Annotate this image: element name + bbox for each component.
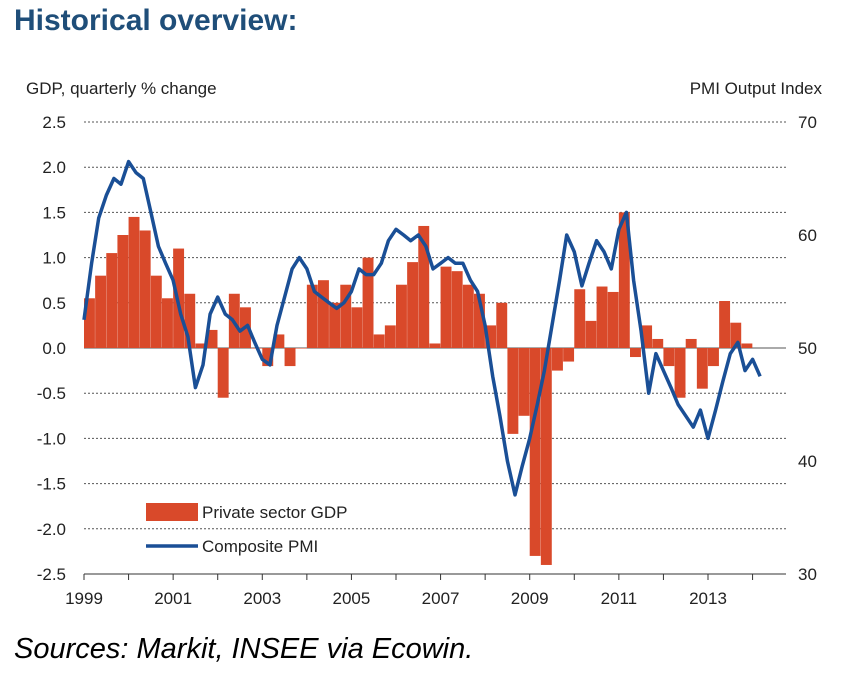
gdp-bar [217, 348, 229, 398]
gdp-bar [184, 293, 196, 348]
gdp-bar [150, 275, 162, 348]
gdp-bar [206, 329, 218, 348]
gdp-bar [273, 334, 285, 348]
gdp-bar [106, 253, 118, 348]
gdp-bar [362, 257, 374, 348]
gdp-bar [607, 291, 619, 348]
gdp-bar [585, 320, 597, 348]
gdp-bar [418, 225, 430, 348]
source-note: Sources: Markit, INSEE via Ecowin. [14, 633, 474, 665]
gdp-bar [396, 284, 407, 348]
gdp-bar [117, 235, 129, 348]
gdp-bar [84, 298, 95, 348]
x-tick-label: 2013 [689, 589, 727, 608]
gdp-bar [685, 338, 697, 348]
right-tick-label: 30 [798, 565, 817, 584]
gdp-bar [741, 343, 753, 348]
gdp-bar [262, 348, 274, 367]
gdp-bar [540, 348, 552, 565]
legend-label: Composite PMI [202, 537, 318, 556]
gdp-bar [407, 262, 419, 348]
gdp-bar [429, 343, 441, 348]
left-tick-label: 2.5 [42, 113, 66, 132]
x-tick-label: 2009 [511, 589, 549, 608]
pmi-line-layer [82, 159, 762, 497]
gdp-bar [351, 307, 363, 348]
gdp-bar [696, 348, 708, 389]
gdp-bar [641, 325, 653, 348]
left-tick-label: -2.0 [37, 520, 66, 539]
left-tick-label: -1.0 [37, 429, 66, 448]
left-tick-label: -1.5 [37, 475, 66, 494]
gdp-bar [518, 348, 530, 416]
gdp-bar [295, 348, 307, 349]
gdp-bar [630, 348, 641, 358]
gdp-bar [708, 348, 719, 367]
gdp-bar [652, 338, 664, 348]
right-axis-label: PMI Output Index [690, 79, 823, 98]
legend: Private sector GDP Composite PMI [146, 503, 348, 556]
x-tick-label: 2007 [422, 589, 460, 608]
gdp-bar [340, 284, 352, 348]
left-tick-label: 1.0 [42, 249, 66, 268]
gdp-bar [329, 302, 341, 348]
gdp-bar [451, 271, 463, 348]
right-tick-label: 40 [798, 452, 817, 471]
gdp-bar [373, 334, 385, 348]
left-tick-label: 2.0 [42, 158, 66, 177]
x-tick-label: 2005 [333, 589, 371, 608]
gdp-bar [162, 298, 173, 348]
gdp-bar [440, 266, 452, 348]
page-title: Historical overview: [14, 4, 298, 37]
gdp-bar [730, 322, 742, 348]
left-tick-label: 0.0 [42, 339, 66, 358]
gdp-bar [485, 325, 497, 348]
gdp-bar [507, 348, 519, 434]
gdp-bar [474, 293, 485, 348]
gdp-bar [496, 302, 508, 348]
legend-bar-swatch [146, 503, 198, 521]
gdp-bar [195, 343, 207, 348]
pmi-line [82, 159, 762, 497]
gdp-bar [384, 325, 396, 348]
gdp-bar [674, 348, 686, 398]
gdp-bar [574, 289, 586, 348]
left-tick-label: -2.5 [37, 565, 66, 584]
gdp-bar [318, 280, 329, 348]
x-tick-label: 1999 [65, 589, 103, 608]
gdp-bar [719, 300, 731, 348]
left-tick-label: 0.5 [42, 294, 66, 313]
legend-label: Private sector GDP [202, 503, 348, 522]
x-tick-label: 2011 [601, 589, 638, 608]
gdp-bar [95, 275, 107, 348]
gdp-bar [563, 348, 575, 362]
gdp-bar [128, 216, 140, 348]
axes: 1999 2001 2003 2005 2007 2009 2011 2013 2.5 2.0 1.… [26, 79, 822, 608]
x-tick-label: 2001 [154, 589, 192, 608]
left-tick-label: -0.5 [37, 384, 66, 403]
left-tick-label: 1.5 [42, 203, 66, 222]
x-tick-label: 2003 [243, 589, 281, 608]
gdp-bar [462, 284, 474, 348]
right-tick-label: 50 [798, 339, 817, 358]
gdp-bar [306, 284, 318, 348]
left-axis-label: GDP, quarterly % change [26, 79, 217, 98]
gdp-bar [284, 348, 296, 367]
gdp-bar [596, 286, 608, 348]
gdp-bar [552, 348, 563, 371]
gdp-bar [139, 230, 151, 348]
grid-lines [84, 121, 786, 530]
right-tick-label: 70 [798, 113, 817, 132]
right-tick-label: 60 [798, 226, 817, 245]
gdp-bar [618, 212, 630, 348]
gdp-bar [529, 348, 541, 556]
gdp-bar [663, 348, 675, 367]
